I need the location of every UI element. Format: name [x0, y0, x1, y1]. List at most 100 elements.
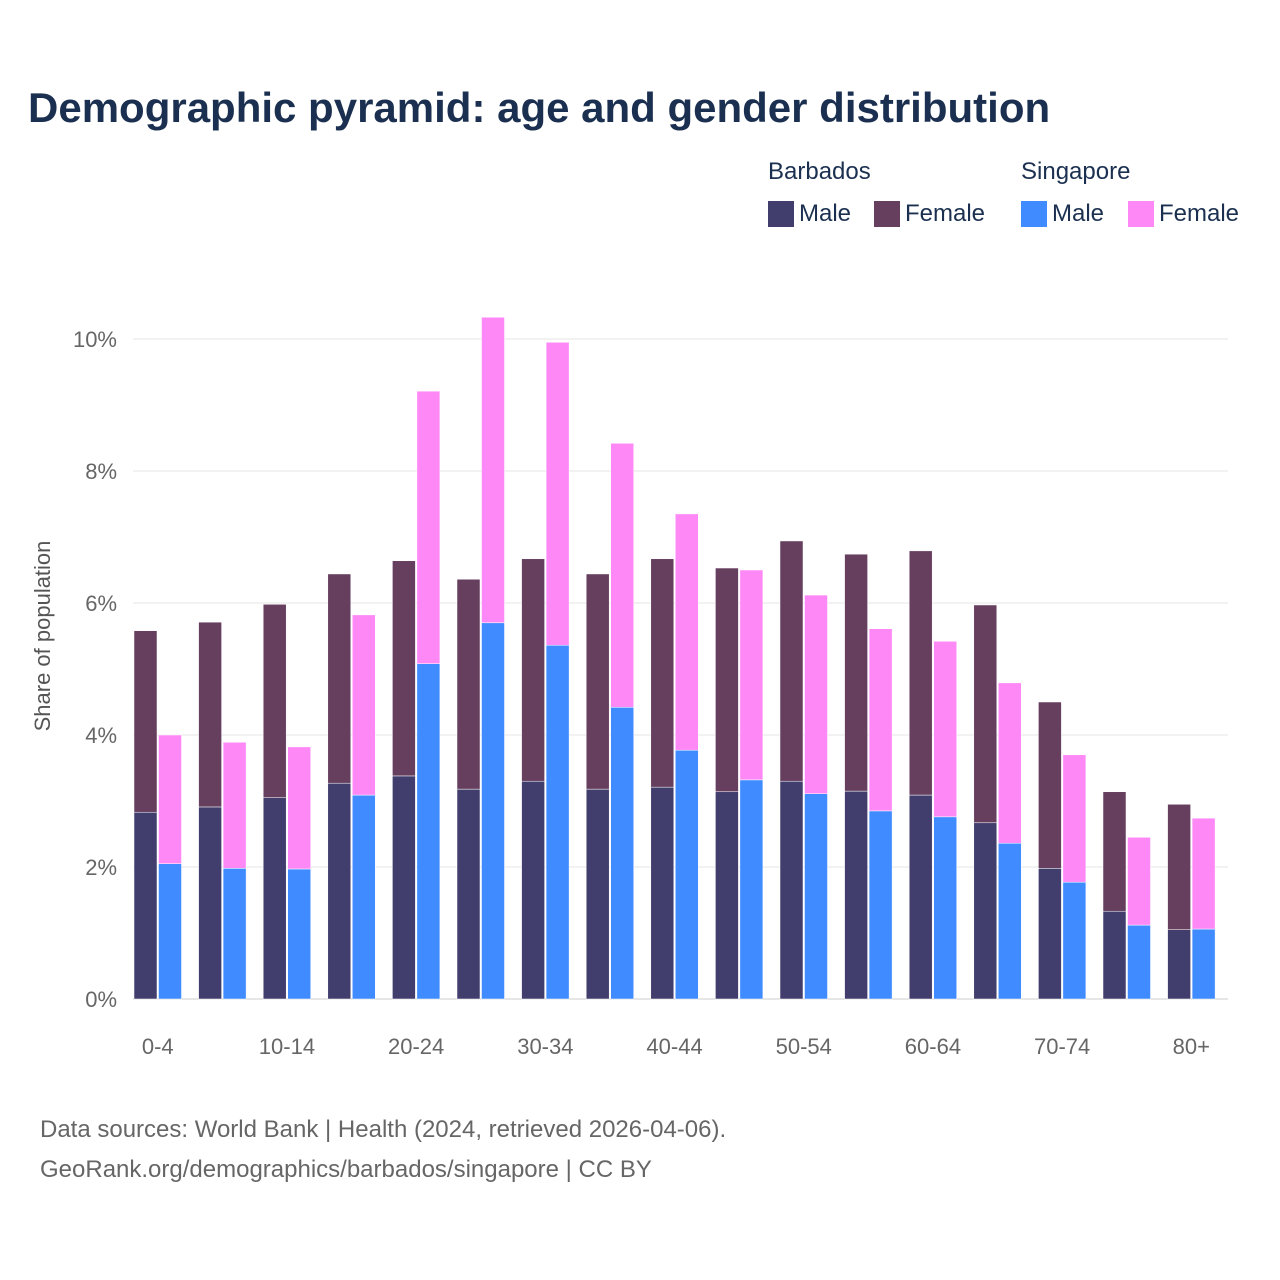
- legend-barbados-male[interactable]: Male: [768, 200, 851, 228]
- bar-singapore-female-40-44[interactable]: [675, 513, 699, 751]
- bar-barbados-female-5-9[interactable]: [198, 621, 222, 808]
- y-tick-label: 2%: [85, 855, 117, 880]
- bar-singapore-male-5-9[interactable]: [222, 868, 247, 1000]
- bar-singapore-male-20-24[interactable]: [416, 663, 441, 1000]
- bar-barbados-female-55-59[interactable]: [844, 553, 868, 792]
- bar-singapore-male-15-19[interactable]: [352, 794, 376, 1000]
- bar-singapore-female-25-29[interactable]: [481, 316, 505, 624]
- bar-barbados-male-0-4[interactable]: [133, 811, 158, 1000]
- bar-barbados-female-30-34[interactable]: [521, 558, 545, 782]
- bar-singapore-female-70-74[interactable]: [1062, 754, 1087, 883]
- bar-barbados-female-65-69[interactable]: [973, 604, 998, 824]
- bar-singapore-female-15-19[interactable]: [352, 614, 376, 796]
- x-tick-label: 0-4: [142, 1034, 174, 1059]
- footer-url[interactable]: GeoRank.org/demographics/barbados/singap…: [40, 1156, 652, 1183]
- y-tick-label: 8%: [85, 459, 117, 484]
- bar-singapore-female-30-34[interactable]: [545, 342, 570, 646]
- x-tick-label: 50-54: [776, 1034, 832, 1059]
- x-tick-label: 70-74: [1034, 1034, 1090, 1059]
- bar-singapore-female-75-79[interactable]: [1127, 837, 1151, 926]
- legend-swatch: [1128, 201, 1154, 227]
- bar-barbados-male-80+[interactable]: [1167, 929, 1191, 1000]
- bar-singapore-female-65-69[interactable]: [998, 682, 1022, 844]
- bar-barbados-male-45-49[interactable]: [715, 791, 739, 1000]
- bar-barbados-male-5-9[interactable]: [198, 806, 222, 1000]
- bar-singapore-male-35-39[interactable]: [610, 707, 634, 1000]
- bar-singapore-male-80+[interactable]: [1191, 928, 1216, 1000]
- bar-singapore-male-60-64[interactable]: [933, 816, 957, 1000]
- bar-barbados-female-25-29[interactable]: [456, 578, 481, 790]
- legend-group-barbados: Barbados: [768, 158, 871, 185]
- bar-singapore-male-30-34[interactable]: [545, 644, 570, 1000]
- bar-barbados-female-45-49[interactable]: [715, 567, 739, 793]
- x-tick-label: 20-24: [388, 1034, 444, 1059]
- bar-singapore-male-45-49[interactable]: [739, 779, 764, 1000]
- bar-barbados-male-75-79[interactable]: [1102, 910, 1127, 1000]
- bar-barbados-female-20-24[interactable]: [392, 560, 416, 777]
- bar-singapore-female-45-49[interactable]: [739, 569, 764, 781]
- footer-sources: Data sources: World Bank | Health (2024,…: [40, 1116, 727, 1143]
- legend-swatch: [768, 201, 794, 227]
- bar-barbados-female-10-14[interactable]: [262, 604, 287, 798]
- bar-barbados-male-25-29[interactable]: [456, 788, 481, 1000]
- bar-singapore-male-55-59[interactable]: [868, 810, 893, 1000]
- bar-barbados-male-55-59[interactable]: [844, 790, 868, 1000]
- bar-barbados-female-60-64[interactable]: [908, 550, 933, 796]
- y-tick-label: 0%: [85, 987, 117, 1012]
- bar-singapore-female-0-4[interactable]: [158, 734, 182, 864]
- bar-singapore-male-50-54[interactable]: [804, 793, 828, 1000]
- bar-barbados-female-0-4[interactable]: [133, 630, 158, 813]
- bar-barbados-female-40-44[interactable]: [650, 558, 675, 788]
- bar-singapore-female-80+[interactable]: [1191, 817, 1216, 930]
- bar-singapore-male-0-4[interactable]: [158, 863, 182, 1000]
- legend-singapore-male[interactable]: Male: [1021, 200, 1104, 228]
- legend-label: Male: [799, 200, 852, 227]
- bar-singapore-female-5-9[interactable]: [222, 742, 247, 869]
- bar-singapore-male-75-79[interactable]: [1127, 924, 1151, 1000]
- bar-barbados-male-35-39[interactable]: [585, 788, 610, 1000]
- bar-barbados-male-15-19[interactable]: [327, 782, 352, 1000]
- legend-swatch: [874, 201, 900, 227]
- bar-barbados-female-15-19[interactable]: [327, 573, 352, 784]
- bar-barbados-male-70-74[interactable]: [1038, 868, 1062, 1000]
- y-tick-label: 6%: [85, 591, 117, 616]
- bar-singapore-female-55-59[interactable]: [868, 628, 893, 812]
- x-tick-label: 30-34: [517, 1034, 573, 1059]
- bar-barbados-male-40-44[interactable]: [650, 786, 675, 1000]
- bar-barbados-male-60-64[interactable]: [908, 794, 933, 1000]
- x-tick-label: 10-14: [259, 1034, 315, 1059]
- bar-barbados-male-50-54[interactable]: [779, 780, 804, 1000]
- chart-title: Demographic pyramid: age and gender dist…: [28, 84, 1051, 131]
- y-tick-label: 4%: [85, 723, 117, 748]
- bar-singapore-male-70-74[interactable]: [1062, 881, 1087, 1000]
- legend-label: Female: [905, 200, 986, 227]
- bar-barbados-female-50-54[interactable]: [779, 540, 804, 782]
- bar-singapore-male-65-69[interactable]: [998, 842, 1022, 1000]
- bar-singapore-female-35-39[interactable]: [610, 443, 634, 708]
- bar-singapore-male-10-14[interactable]: [287, 868, 311, 1000]
- bar-barbados-male-10-14[interactable]: [262, 797, 287, 1000]
- bar-singapore-male-25-29[interactable]: [481, 622, 505, 1000]
- x-tick-label: 40-44: [646, 1034, 702, 1059]
- x-tick-label: 80+: [1173, 1034, 1210, 1059]
- bar-barbados-male-20-24[interactable]: [392, 775, 416, 1000]
- bar-singapore-female-10-14[interactable]: [287, 746, 311, 870]
- bar-singapore-female-50-54[interactable]: [804, 594, 828, 794]
- bar-singapore-male-40-44[interactable]: [675, 749, 699, 1000]
- bar-barbados-female-75-79[interactable]: [1102, 791, 1127, 912]
- bar-singapore-female-60-64[interactable]: [933, 641, 957, 818]
- bar-singapore-female-20-24[interactable]: [416, 390, 441, 664]
- bar-barbados-female-70-74[interactable]: [1038, 701, 1062, 869]
- legend-label: Male: [1052, 200, 1105, 227]
- legend-barbados-female[interactable]: Female: [874, 200, 985, 228]
- bar-barbados-female-35-39[interactable]: [585, 573, 610, 790]
- bar-barbados-male-30-34[interactable]: [521, 780, 545, 1000]
- bar-barbados-male-65-69[interactable]: [973, 822, 998, 1000]
- legend-label: Female: [1159, 200, 1240, 227]
- legend-singapore-female[interactable]: Female: [1128, 200, 1239, 228]
- legend-group-singapore: Singapore: [1021, 158, 1131, 185]
- y-tick-label: 10%: [73, 327, 117, 352]
- bar-barbados-female-80+[interactable]: [1167, 804, 1191, 930]
